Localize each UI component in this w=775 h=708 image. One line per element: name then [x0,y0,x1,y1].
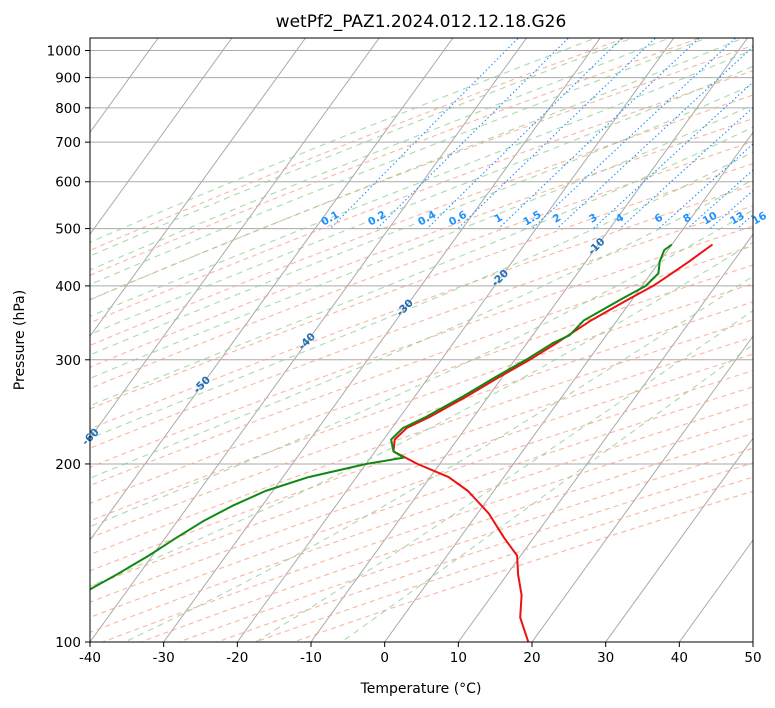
mixing-ratio-line [592,81,753,230]
y-tick-label: 300 [55,353,81,369]
moist-adiabat-line [90,151,753,440]
dry-adiabat-line [90,118,753,368]
x-tick-label: -20 [226,650,248,666]
isotherm-line [678,539,753,642]
y-tick-label: 900 [55,71,81,87]
dry-adiabat-line [177,447,753,642]
dry-adiabat-line [90,205,753,449]
y-tick-label: 1000 [47,44,81,60]
moist-adiabat-line [90,38,708,286]
dry-adiabat-line [101,417,753,642]
x-tick-label: 10 [450,650,467,666]
moist-adiabat-line [90,241,753,587]
background-lines [0,36,775,642]
isotherm-line [0,38,11,642]
isotherm-line [605,437,753,642]
series-lines [90,243,714,642]
dry-adiabat-line [90,44,753,301]
x-axis-label: Temperature (°C) [360,681,482,697]
moist-adiabat-line [90,65,753,336]
y-tick-label: 500 [55,222,81,238]
x-tick-label: 30 [597,650,614,666]
isotherm-line [163,38,601,642]
mixing-ratio-line [556,45,753,229]
mixing-ratio-line [498,38,701,229]
moist-adiabat-line [90,126,753,407]
x-tick-label: 20 [523,650,540,666]
isotherm-line [236,38,675,642]
dry-adiabat-line [90,184,753,430]
dry-adiabat-line [90,70,753,324]
y-tick-label: 800 [55,101,81,117]
y-tick-label: 400 [55,279,81,295]
mixing-ratio-line [658,143,753,230]
isotherm-line [90,38,527,642]
isotherm-line [90,38,233,236]
moist-adiabat-line [90,38,745,301]
y-tick-label: 600 [55,175,81,191]
x-tick-label: -40 [79,650,101,666]
y-tick-label: 700 [55,135,81,151]
y-axis-label: Pressure (hPa) [12,290,28,390]
moist-adiabat-line [90,104,753,379]
isotherm-line [752,641,753,642]
x-tick-label: 0 [380,650,389,666]
moist-adiabat-line [255,309,753,642]
moist-adiabat-line [90,38,598,243]
dewpoint-profile-line [90,243,673,591]
mixing-ratio-line [426,38,624,229]
isotherm-line [457,233,753,642]
x-tick-label: 40 [671,650,688,666]
isotherm-line [90,38,380,439]
isotherm-line [90,38,306,338]
axes: -40 -30 -20 -10 0 10 20 30 40 50 1000 900 800 700 600 5… [47,44,762,666]
isotherm-line [90,38,454,541]
chart-title: wetPf2_PAZ1.2024.012.12.18.G26 [276,12,567,32]
y-tick-label: 100 [55,635,81,651]
dry-adiabat-line [90,353,753,588]
moist-adiabat-line [90,38,634,257]
x-tick-label: -10 [300,650,322,666]
dry-adiabat-line [90,245,753,487]
dry-adiabat-line [90,386,753,618]
x-tick-label: 50 [744,650,761,666]
mixing-ratio-line [376,38,570,229]
dry-adiabat-line [90,319,753,556]
temperature-profile-line [392,243,714,642]
x-tick-label: -30 [153,650,175,666]
dry-adiabat-line [90,264,753,504]
dry-adiabat-line [90,94,753,346]
isotherm-line [531,335,753,642]
isotherm-line [384,131,753,642]
mixing-ratio-line [760,36,775,229]
y-tick-label: 200 [55,457,81,473]
mixing-ratio-line [329,38,520,229]
moist-adiabat-line [90,179,753,479]
dry-adiabat-line [90,336,753,572]
dry-adiabat-line [253,476,753,642]
plot-frame [89,37,754,643]
